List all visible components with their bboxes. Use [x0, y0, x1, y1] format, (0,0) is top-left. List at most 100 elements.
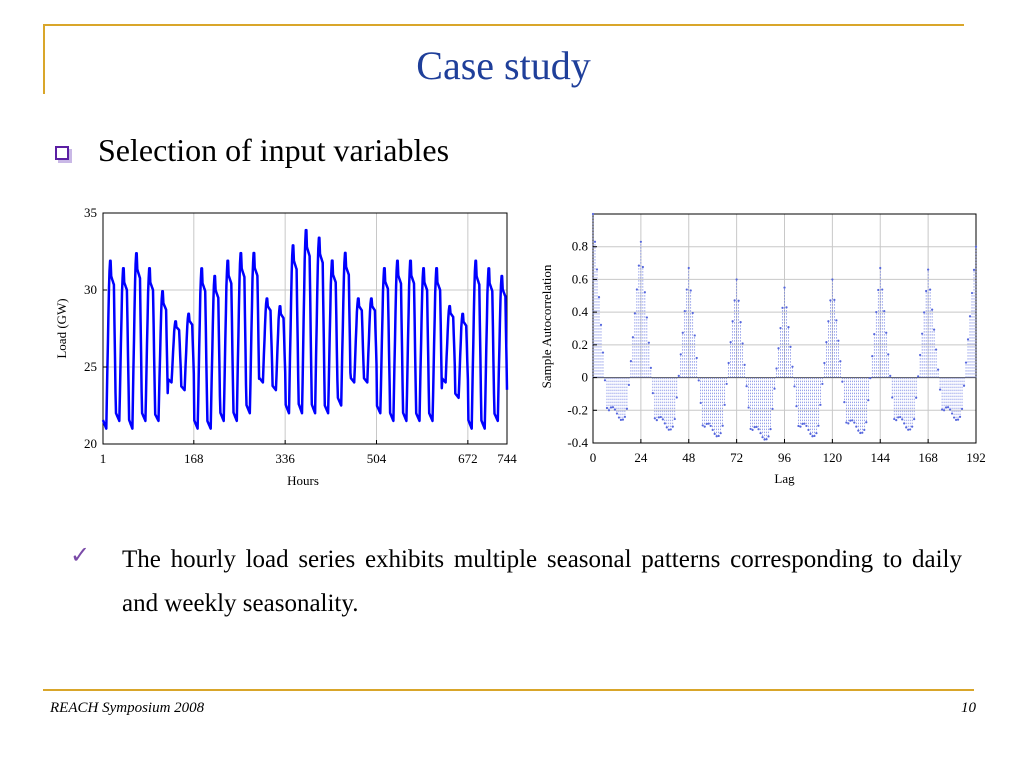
acf-stem-point — [919, 353, 922, 357]
acf-stem-point — [775, 367, 778, 370]
acf-stem-point — [749, 427, 752, 431]
acf-stem-point — [885, 331, 888, 334]
acf-stem-point — [653, 417, 656, 420]
acf-stem-point — [667, 428, 670, 431]
acf-stem-point — [921, 332, 924, 335]
acf-stem-point — [739, 321, 742, 324]
footer-line — [43, 689, 974, 691]
acf-stem-point — [889, 374, 892, 377]
acf-stem-point — [827, 320, 830, 323]
acf-stem-point — [635, 288, 638, 291]
acf-stem-point — [877, 288, 880, 292]
acf-stem-point — [831, 278, 834, 281]
acf-stem-point — [867, 399, 870, 402]
acf-stem-point — [695, 356, 698, 360]
acf-stem-point — [952, 416, 956, 419]
acf-stem-point — [623, 415, 627, 418]
acf-stem-point — [681, 331, 684, 334]
acf-stem-point — [685, 288, 688, 291]
acf-stem-point — [940, 408, 944, 411]
acf-stem-point — [807, 428, 810, 432]
load-y-axis-label: Load (GW) — [54, 298, 69, 358]
acf-stem-point — [725, 382, 728, 386]
acf-stem-point — [693, 334, 696, 337]
acf-stem-point — [679, 353, 682, 356]
acf-stem-point — [671, 425, 674, 428]
acf-stem-point — [655, 419, 658, 422]
acf-y-tick-label: 0.6 — [572, 271, 589, 286]
acf-stem-point — [683, 310, 686, 313]
acf-stem-point — [829, 299, 832, 302]
acf-stem-point — [881, 288, 884, 291]
acf-stem-point — [915, 396, 918, 399]
acf-stem-point — [803, 422, 806, 425]
acf-stem-point — [797, 424, 800, 428]
load-x-tick-label: 504 — [367, 451, 387, 466]
slide-title: Case study — [416, 43, 591, 88]
acf-stem-point — [617, 416, 621, 419]
acf-stem-point — [745, 385, 748, 388]
acf-stem-point — [853, 421, 856, 424]
acf-stem-point — [835, 319, 838, 322]
acf-stem-point — [763, 438, 766, 441]
acf-stem-point — [715, 435, 718, 438]
acf-stem-point — [677, 374, 680, 377]
acf-stem-point — [815, 432, 818, 435]
acf-stem-point — [821, 382, 824, 386]
acf-stem-point — [657, 416, 660, 419]
acf-stem-point — [735, 278, 738, 281]
acf-stem-point — [641, 265, 644, 269]
acf-stem-point — [689, 289, 692, 292]
acf-stem-point — [917, 375, 920, 378]
acf-stem-point — [942, 409, 946, 412]
acf-stem-point — [964, 361, 968, 364]
acf-stem-point — [899, 415, 902, 419]
acf-stem-point — [851, 419, 854, 422]
acf-stem-point — [599, 323, 603, 326]
acf-stem-point — [595, 268, 599, 271]
acf-x-tick-label: 0 — [590, 450, 597, 465]
acf-stem-point — [936, 368, 940, 371]
title-frame-top-line — [43, 24, 964, 26]
acf-stem-point — [769, 428, 772, 431]
load-series-line — [101, 228, 509, 430]
acf-y-tick-label: -0.2 — [567, 402, 588, 417]
load-x-tick-label: 744 — [497, 451, 517, 466]
acf-stem-point — [841, 380, 844, 383]
acf-stem-point — [753, 426, 756, 429]
acf-stem-point — [855, 425, 858, 428]
page-number: 10 — [961, 700, 976, 716]
load-x-tick-label: 1 — [100, 451, 107, 466]
load-y-tick-label: 30 — [84, 282, 97, 297]
acf-stem-point — [893, 417, 896, 421]
acf-stem-point — [909, 428, 912, 431]
acf-stem-point — [773, 387, 776, 390]
acf-stem-point — [823, 361, 826, 365]
acf-stem-point — [968, 315, 972, 318]
acf-y-tick-label: 0.4 — [572, 304, 589, 319]
acf-stem-point — [865, 421, 868, 424]
acf-stem-point — [673, 417, 676, 421]
acf-stem-point — [805, 424, 808, 428]
acf-stem-point — [819, 403, 822, 406]
acf-stem-point — [799, 425, 802, 428]
acf-stem-point — [825, 341, 828, 344]
acf-stem-point — [787, 326, 790, 329]
acf-stem-point — [593, 240, 597, 243]
load-x-tick-label: 336 — [275, 451, 295, 466]
acf-stem-point — [783, 286, 786, 289]
acf-stem-point — [891, 396, 894, 399]
acf-stem-point — [897, 416, 900, 419]
acf-stem-point — [901, 418, 904, 421]
acf-stem-point — [974, 245, 978, 248]
acf-stem-point — [731, 320, 734, 323]
acf-stem-point — [669, 428, 672, 431]
acf-stem-point — [895, 419, 898, 422]
acf-stem-point — [727, 361, 730, 365]
acf-stem-point — [861, 431, 864, 434]
acf-stem-point — [661, 418, 664, 421]
acf-stem-point — [619, 418, 623, 421]
load-line-chart: 1 168 336 504 672 744 20 25 30 35 Hours Load (GW) — [54, 205, 517, 488]
acf-stem-point — [621, 418, 625, 421]
